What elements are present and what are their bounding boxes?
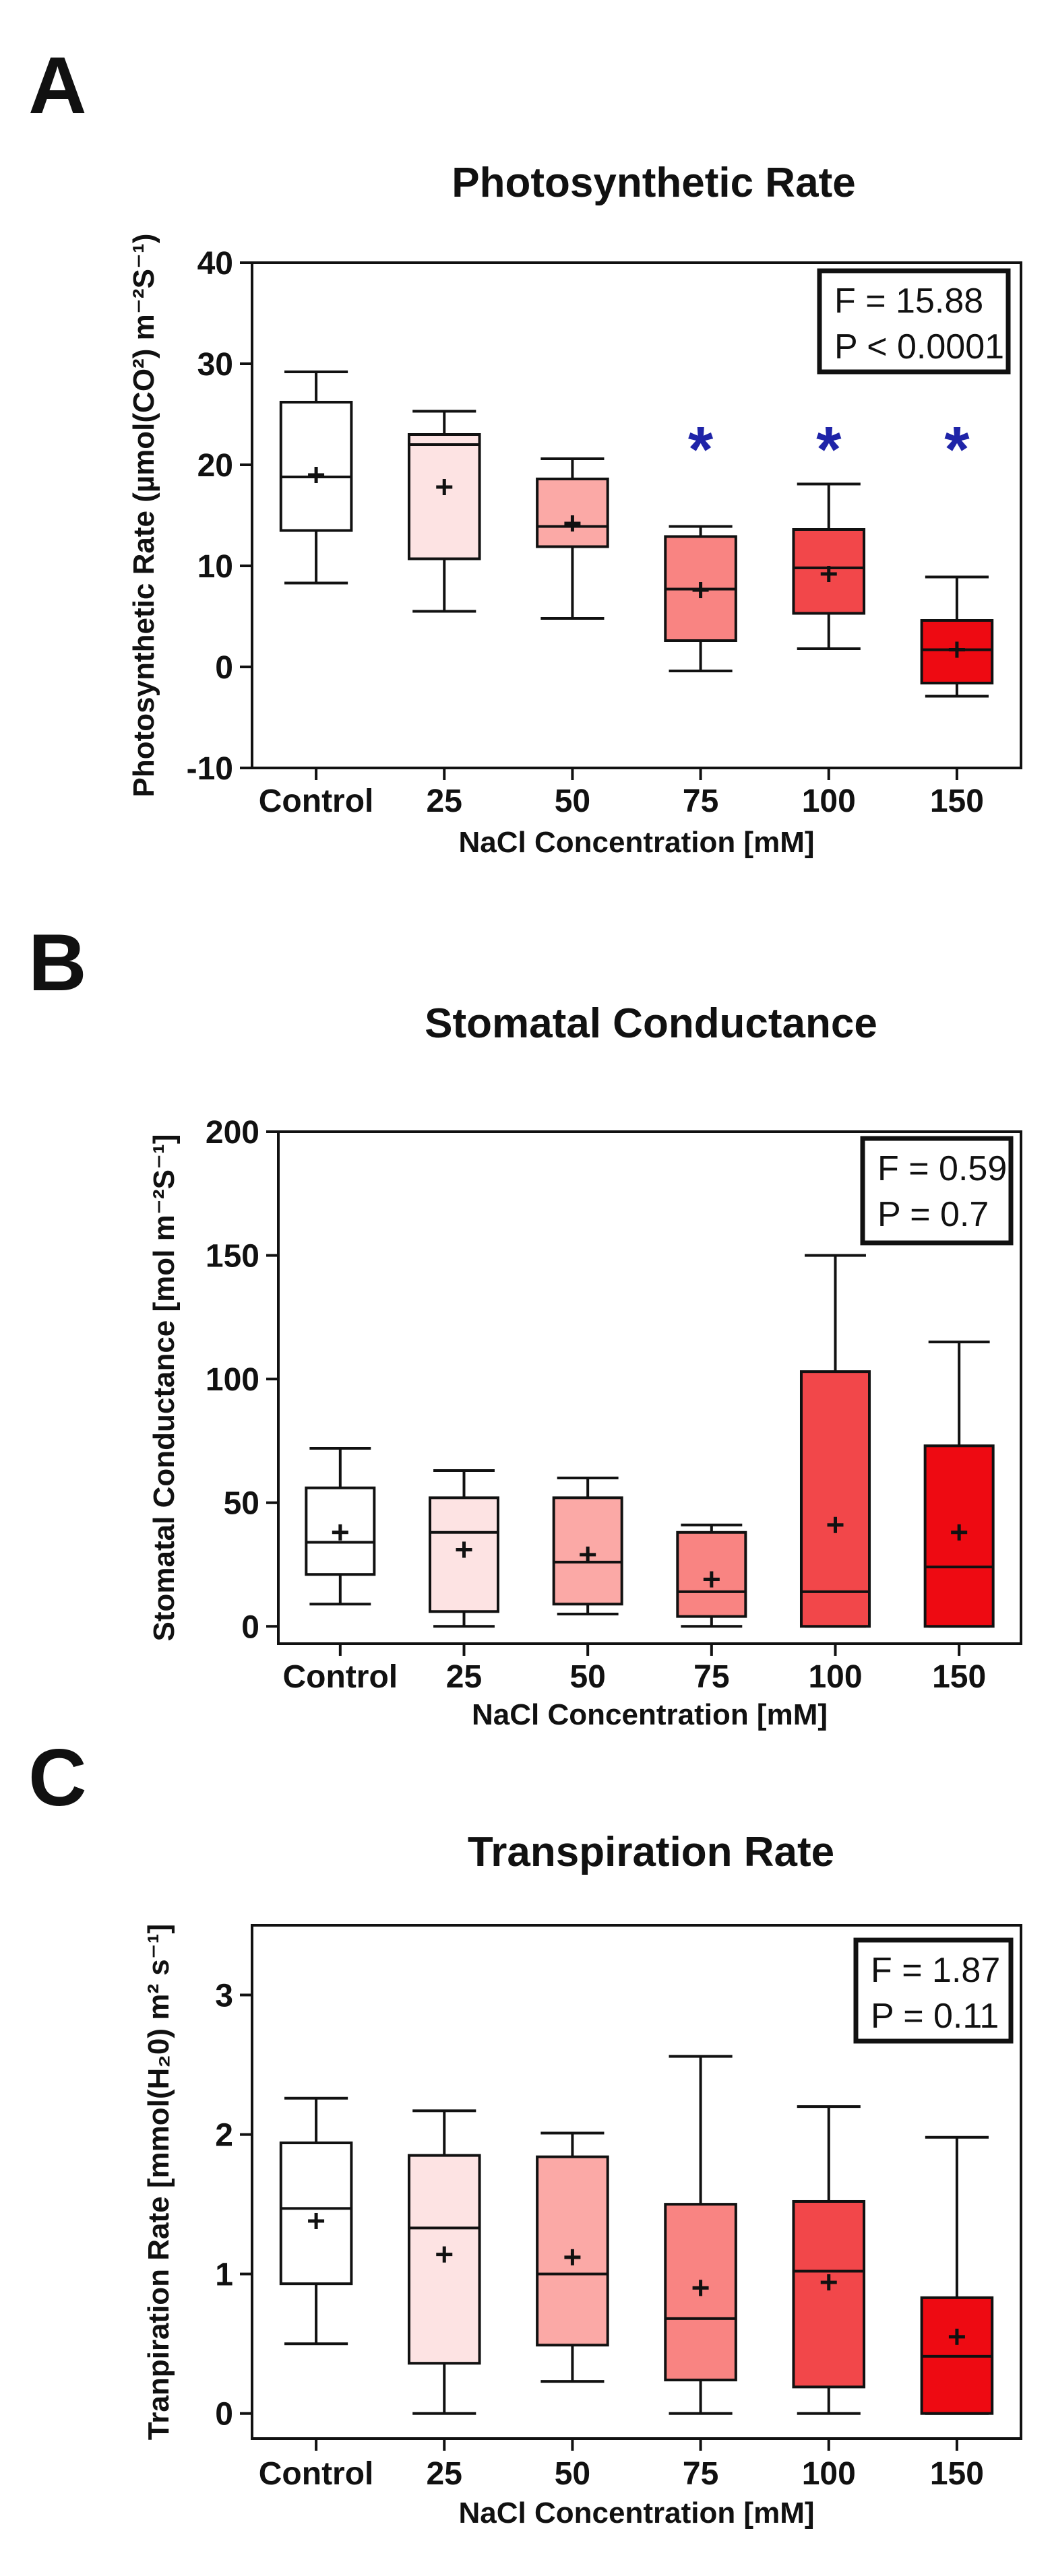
box-5 bbox=[920, 575, 994, 698]
stats-box bbox=[817, 268, 1011, 375]
y-axis-label: Photosynthetic Rate (µmol(CO²) m⁻²S⁻¹) bbox=[127, 234, 160, 798]
stats-box bbox=[853, 1937, 1014, 2044]
significance-star: * bbox=[816, 414, 842, 486]
x-tick-label: Control bbox=[283, 1659, 398, 1695]
box-2 bbox=[536, 457, 609, 620]
box-2 bbox=[536, 2131, 609, 2383]
stats-f-value: F = 15.88 bbox=[834, 282, 983, 321]
box-4 bbox=[792, 482, 866, 650]
iqr-box bbox=[920, 619, 994, 684]
box-5 bbox=[923, 1341, 995, 1628]
panel-b: B Stomatal Conductance 0 50 100 150 200 Contr… bbox=[28, 917, 1022, 1731]
y-tick-label: 10 bbox=[197, 549, 233, 585]
box-5 bbox=[920, 2135, 994, 2415]
box-1 bbox=[428, 1469, 500, 1628]
y-tick-label: -10 bbox=[187, 751, 233, 787]
panel-letter-b: B bbox=[28, 917, 87, 1008]
panel-letter-a: A bbox=[28, 40, 87, 131]
box-3 bbox=[664, 2055, 737, 2415]
stats-p-value: P = 0.7 bbox=[877, 1195, 989, 1234]
plot-frame bbox=[251, 261, 1022, 769]
box-0 bbox=[305, 1446, 376, 1606]
panel-letter-c: C bbox=[28, 1733, 87, 1823]
iqr-box bbox=[536, 478, 609, 548]
box-0 bbox=[279, 371, 353, 585]
x-tick-label: 50 bbox=[555, 783, 590, 819]
x-axis-label: NaCl Concentration [mM] bbox=[472, 1698, 828, 1731]
x-tick-label: 100 bbox=[802, 783, 856, 819]
box-1 bbox=[407, 2109, 481, 2415]
y-tick-label: 30 bbox=[197, 347, 233, 383]
chart-title-c: Transpiration Rate bbox=[468, 1829, 834, 1875]
iqr-box bbox=[428, 1496, 500, 1613]
chart-a: -10 0 10 20 30 40 Control 25 50 75 100 150 * * * F = 15… bbox=[127, 234, 1022, 859]
chart-c: 0 1 2 3 Control 25 50 75 100 150 F = 1.87 P = 0.11 N… bbox=[142, 1924, 1022, 2530]
box-2 bbox=[552, 1477, 623, 1615]
y-tick-label: 2 bbox=[215, 2118, 233, 2154]
box-3 bbox=[664, 525, 737, 672]
y-tick-label: 50 bbox=[224, 1486, 259, 1522]
stats-p-value: P < 0.0001 bbox=[834, 327, 1004, 366]
y-tick-label: 0 bbox=[215, 650, 233, 686]
x-tick-label: 150 bbox=[932, 1659, 986, 1695]
chart-title-b: Stomatal Conductance bbox=[425, 1000, 877, 1047]
stats-f-value: F = 0.59 bbox=[877, 1149, 1007, 1188]
x-tick-label: 50 bbox=[569, 1659, 605, 1695]
stats-p-value: P = 0.11 bbox=[871, 1997, 999, 2036]
plot-frame bbox=[251, 1924, 1022, 2440]
box-4 bbox=[792, 2105, 866, 2415]
y-tick-label: 0 bbox=[241, 1609, 259, 1645]
x-tick-label: 25 bbox=[427, 783, 462, 819]
iqr-box bbox=[799, 1370, 871, 1628]
x-tick-label: 75 bbox=[683, 783, 718, 819]
x-tick-label: 150 bbox=[930, 2456, 984, 2492]
y-tick-label: 1 bbox=[215, 2257, 233, 2293]
box-0 bbox=[279, 2096, 353, 2346]
significance-star: * bbox=[944, 414, 970, 486]
x-tick-label: 50 bbox=[555, 2456, 590, 2492]
iqr-box bbox=[792, 2199, 866, 2389]
significance-star: * bbox=[688, 414, 714, 486]
box-4 bbox=[799, 1254, 871, 1628]
iqr-box bbox=[279, 401, 353, 532]
y-axis-label: Tranpiration Rate [mmol(H₂0) m² s⁻¹] bbox=[142, 1924, 175, 2440]
y-axis-label: Stomatal Conductance [mol m⁻²S⁻¹] bbox=[148, 1134, 181, 1642]
box-3 bbox=[676, 1523, 747, 1628]
stats-box bbox=[860, 1136, 1014, 1246]
box-1 bbox=[407, 410, 481, 613]
chart-b: 0 50 100 150 200 Control 25 50 75 100 150 F = 0.59 P… bbox=[148, 1115, 1022, 1731]
x-tick-label: 75 bbox=[683, 2456, 718, 2492]
y-tick-label: 3 bbox=[215, 1978, 233, 2014]
x-tick-label: Control bbox=[259, 2456, 374, 2492]
chart-title-a: Photosynthetic Rate bbox=[452, 160, 855, 206]
x-axis-label: NaCl Concentration [mM] bbox=[459, 2497, 815, 2530]
x-tick-label: 25 bbox=[427, 2456, 462, 2492]
x-tick-label: 100 bbox=[802, 2456, 856, 2492]
x-tick-label: 100 bbox=[808, 1659, 862, 1695]
y-tick-label: 40 bbox=[197, 246, 233, 282]
y-tick-label: 150 bbox=[206, 1239, 259, 1275]
y-tick-label: 200 bbox=[206, 1115, 259, 1151]
stats-f-value: F = 1.87 bbox=[871, 1951, 1000, 1990]
x-tick-label: 150 bbox=[930, 783, 984, 819]
x-tick-label: 75 bbox=[693, 1659, 729, 1695]
x-tick-label: Control bbox=[259, 783, 374, 819]
y-tick-label: 20 bbox=[197, 448, 233, 484]
iqr-box bbox=[407, 433, 481, 560]
plot-frame bbox=[277, 1130, 1022, 1645]
x-axis-label: NaCl Concentration [mM] bbox=[459, 826, 815, 859]
panel-c: C Transpiration Rate 0 1 2 3 Control 25 50 75 10… bbox=[28, 1733, 1022, 2530]
y-tick-label: 0 bbox=[215, 2397, 233, 2433]
panel-a: A Photosynthetic Rate -10 0 10 20 30 40 Contro… bbox=[28, 40, 1022, 859]
y-tick-label: 100 bbox=[206, 1362, 259, 1398]
x-tick-label: 25 bbox=[446, 1659, 482, 1695]
